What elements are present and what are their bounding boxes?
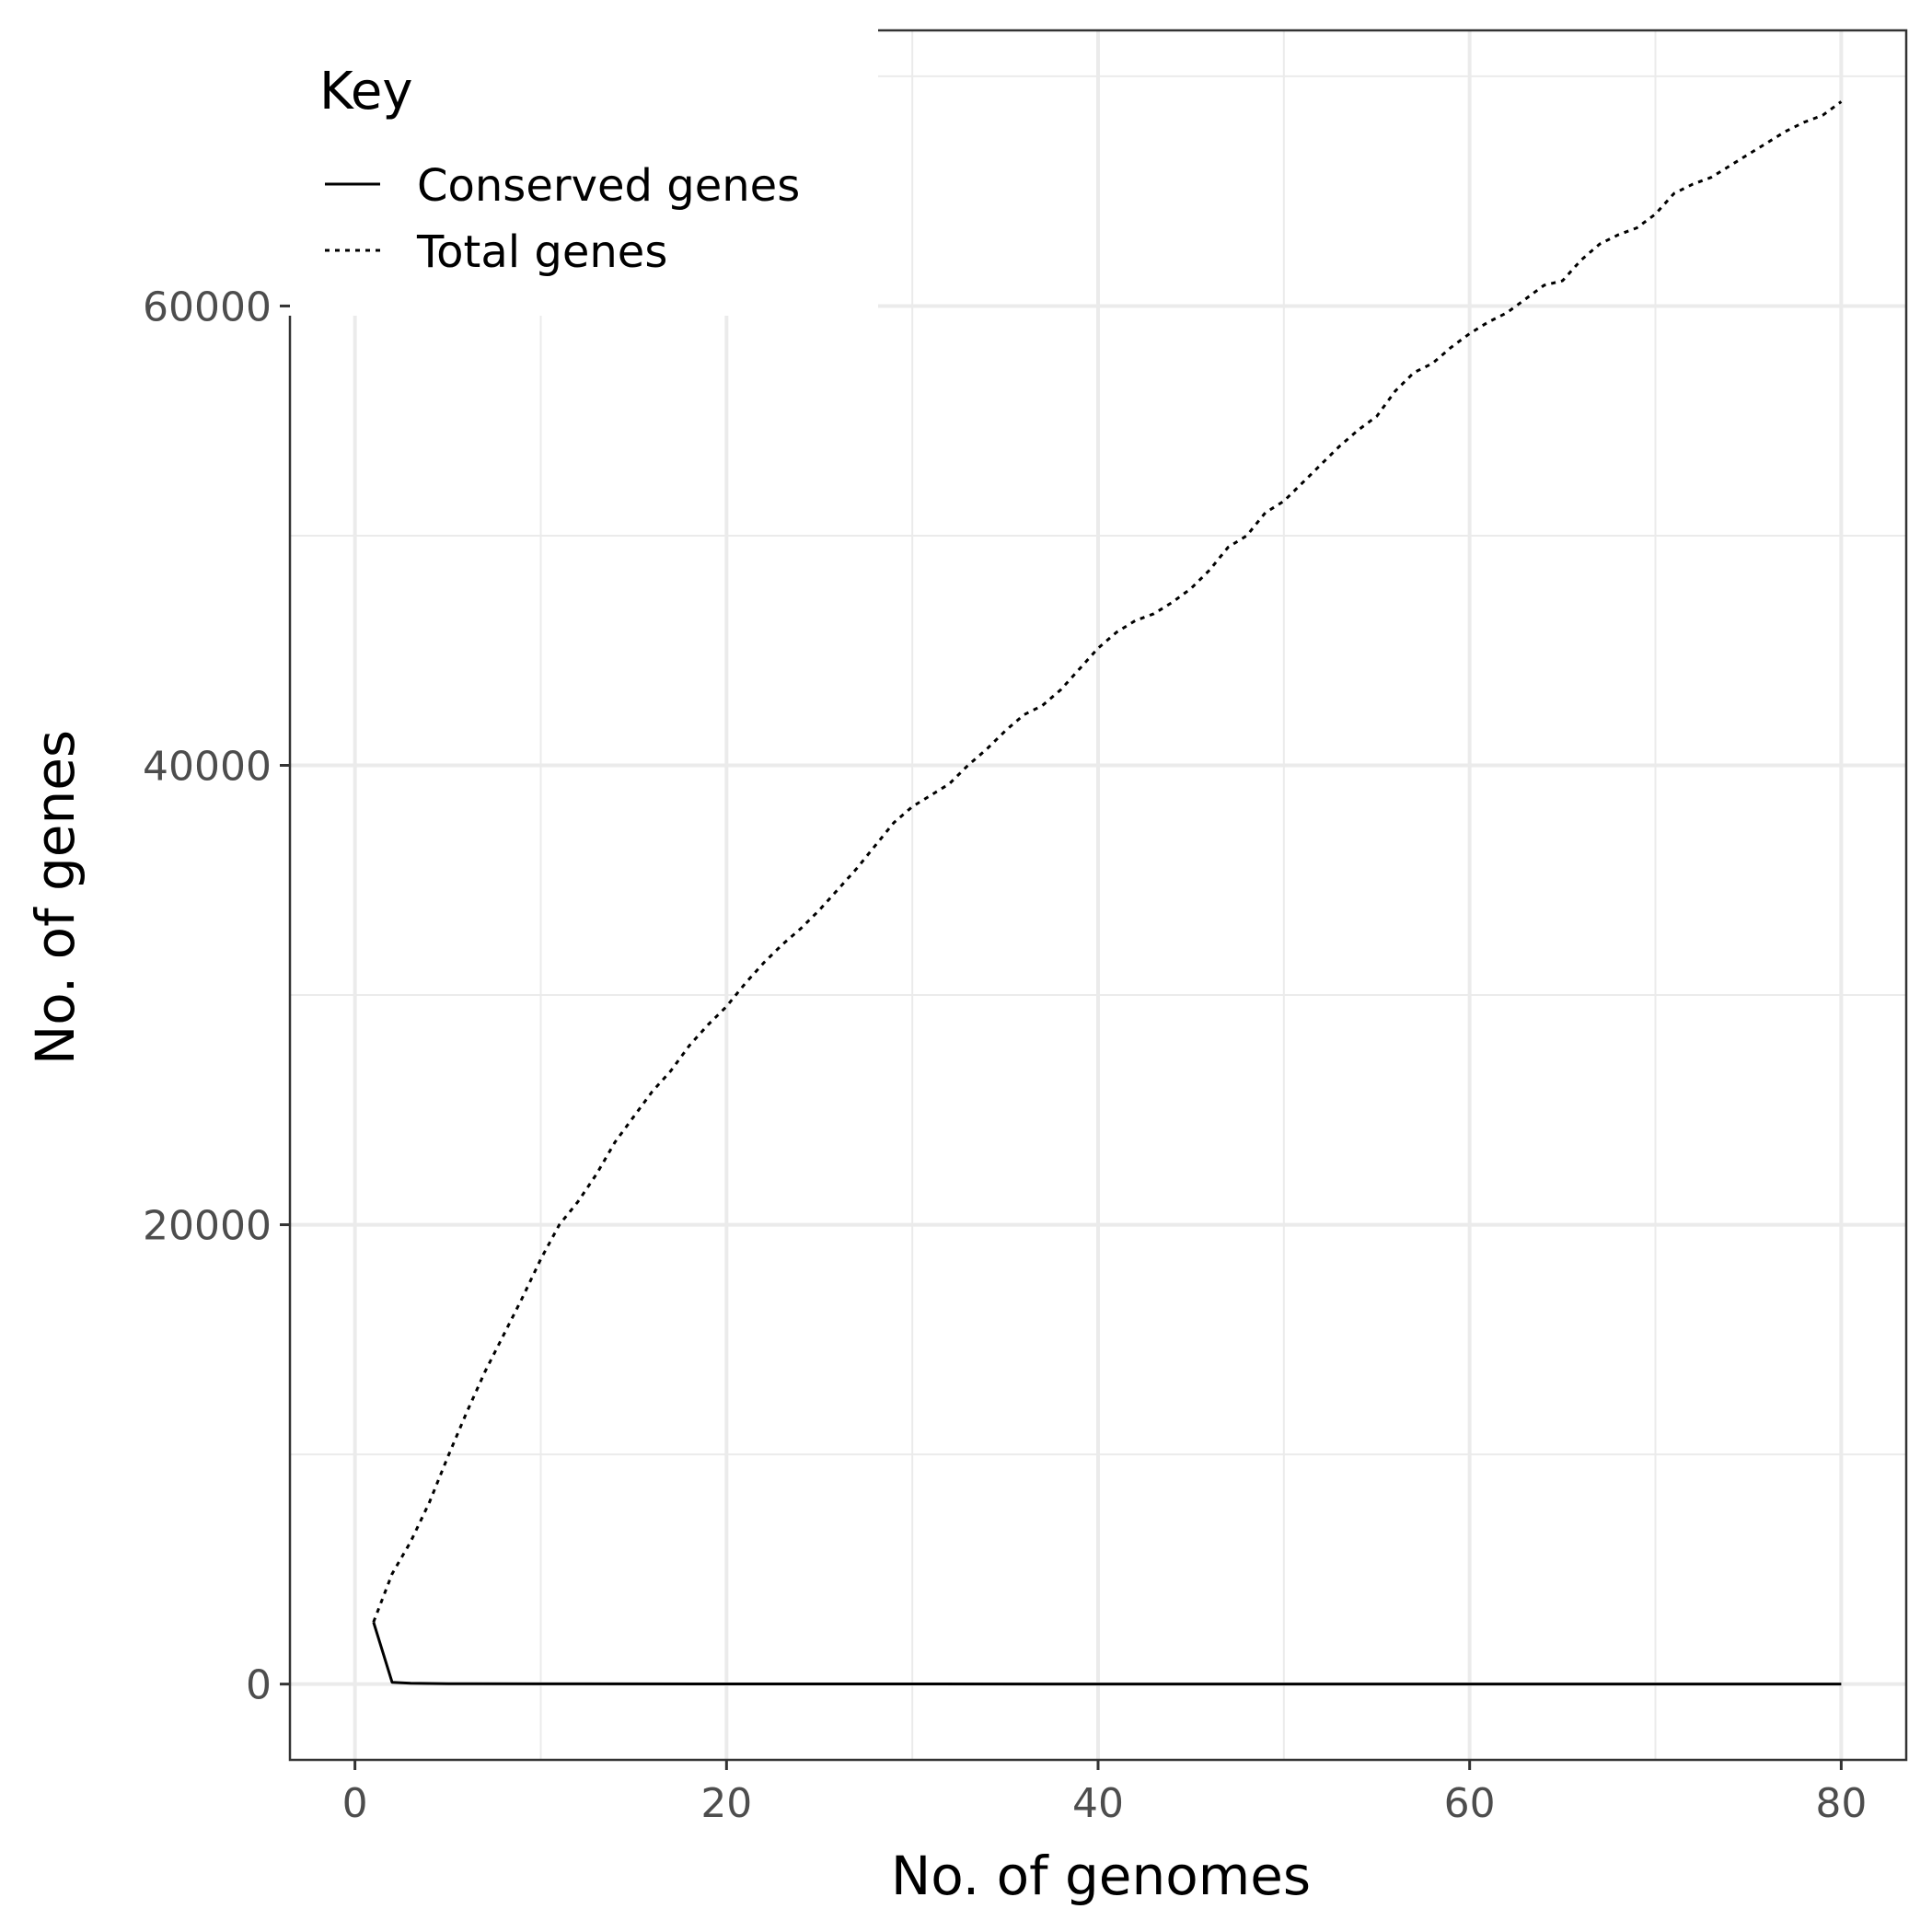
x-axis: 0 20 40 60 80 [342, 1760, 1867, 1827]
x-tick-label: 80 [1815, 1780, 1867, 1827]
legend-background [288, 23, 878, 316]
series-line-total-genes [372, 100, 1843, 1623]
legend-label-total: Total genes [416, 226, 667, 278]
y-tick-label: 20000 [143, 1203, 272, 1250]
x-tick-label: 40 [1072, 1780, 1124, 1827]
y-axis-title: No. of genes [24, 730, 87, 1065]
y-tick-label: 40000 [143, 744, 272, 791]
y-tick-label: 0 [246, 1662, 272, 1709]
legend-title: Key [319, 62, 413, 121]
legend-label-conserved: Conserved genes [417, 160, 800, 212]
x-axis-title: No. of genomes [891, 1845, 1311, 1907]
y-axis: 0 20000 40000 60000 [143, 283, 290, 1709]
y-tick-label: 60000 [143, 283, 272, 330]
series-line-conserved-genes [372, 1621, 1842, 1686]
x-tick-label: 60 [1444, 1780, 1496, 1827]
x-tick-label: 0 [342, 1780, 368, 1827]
legend: Key Conserved genes Total genes [288, 23, 878, 316]
x-tick-label: 20 [700, 1780, 752, 1827]
series-layer [372, 100, 1843, 1686]
